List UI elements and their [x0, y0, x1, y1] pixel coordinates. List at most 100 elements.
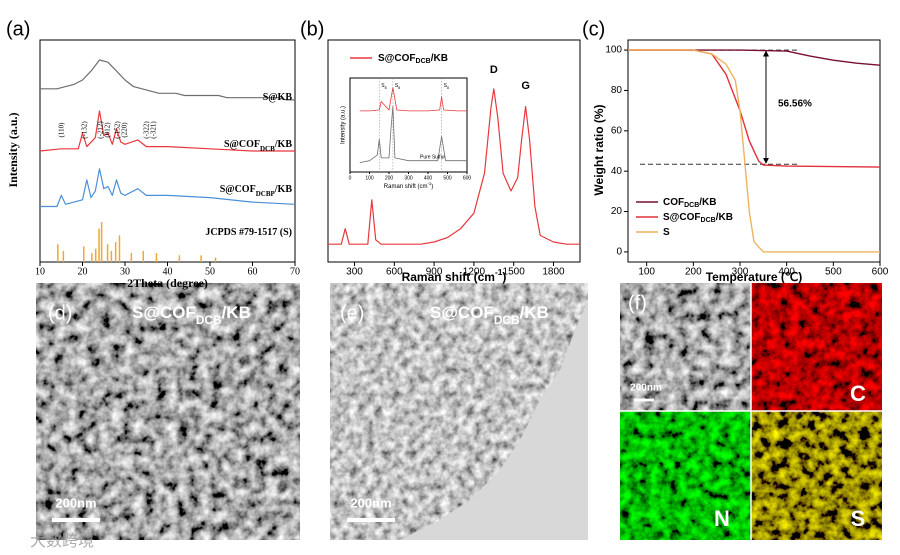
peak-annotation: (-322)	[143, 121, 151, 139]
data-line	[40, 168, 296, 208]
watermark: 大数跨境	[30, 531, 94, 550]
legend-label: S	[663, 227, 670, 238]
data-line	[328, 88, 580, 245]
series-label: S@KB	[263, 92, 293, 103]
panel-label: (d)	[48, 302, 72, 324]
x-tick-label: 200	[685, 267, 702, 278]
data-line	[628, 49, 881, 66]
x-tick-label: 300	[404, 175, 413, 181]
data-line	[628, 49, 880, 253]
marker-label-part: S	[444, 83, 448, 89]
inset-x-title-part: )	[431, 184, 433, 190]
panel-label: (b)	[300, 18, 324, 40]
annotation: 56.56%	[778, 99, 812, 110]
image-title-part: S@COF	[132, 303, 196, 322]
y-axis-title: Weight ratio (%)	[592, 104, 606, 195]
inset-y-title: Intensity (a.u.)	[341, 106, 347, 144]
image-title: S@COFDCB/KB	[430, 303, 549, 327]
map-label: C	[850, 381, 866, 406]
marker-label-part: S	[395, 83, 399, 89]
x-tick-label: 300	[732, 267, 749, 278]
series-label-part: /KB	[274, 184, 293, 195]
x-axis-title-part: )	[502, 270, 506, 284]
data-line	[359, 87, 467, 112]
marker-label-part: 8	[398, 86, 400, 90]
sem-image	[36, 283, 300, 540]
x-tick-label: 600	[872, 267, 889, 278]
data-line	[39, 110, 295, 152]
x-tick-label: 1500	[503, 267, 526, 278]
x-tick-label: 1800	[542, 267, 565, 278]
x-tick-label: 40	[163, 266, 173, 277]
plot-frame	[627, 39, 881, 263]
inset-x-title-part: -1	[427, 181, 431, 186]
legend-label-part: COF	[663, 197, 684, 208]
peak-annotation: (-212)	[97, 121, 105, 139]
y-tick-label: 40	[611, 166, 623, 177]
scale-label: 200nm	[350, 495, 391, 510]
series-label: S@COFDCB/KB	[224, 139, 292, 152]
map-image	[620, 411, 751, 540]
series-label: JCPDS #79-1517 (S)	[205, 227, 292, 238]
legend-label: S@COFDCB/KB	[378, 53, 448, 66]
peak-annotation: (-152)	[114, 121, 122, 139]
map-image	[751, 283, 882, 411]
panel-label: (e)	[340, 302, 364, 324]
x-axis-title: Temperature (℃)	[706, 270, 803, 284]
x-tick-label: 400	[778, 267, 795, 278]
data-line	[359, 105, 467, 163]
legend-label: S@COFDCB/KB	[663, 212, 733, 225]
x-tick-label: 300	[346, 267, 363, 278]
peak-annotation: (-132)	[81, 121, 89, 139]
x-tick-label: 30	[120, 266, 130, 277]
chart: (a) 10 20 30 40 50 60 70 2Theta (degree) Intensit…	[6, 18, 300, 289]
marker-label: S8	[381, 83, 386, 90]
y-axis-title: Intensity (a.u.)	[6, 112, 20, 187]
image-title-part: /KB	[520, 303, 549, 322]
series-label-part: /KB	[274, 139, 293, 150]
chart: (c)100 200 300 400 500 600020406080100Tempera…	[582, 18, 889, 284]
scale-label: 200nm	[55, 495, 96, 510]
marker-label-part: 8	[385, 86, 387, 90]
legend-label: COFDCB/KB	[663, 197, 717, 210]
x-tick-label: 200	[385, 175, 394, 181]
x-tick-label: 70	[290, 266, 300, 277]
x-tick-label: 500	[825, 267, 842, 278]
series-label: S@COFDCBP/KB	[220, 184, 293, 197]
series-label-part: S@KB	[263, 92, 293, 103]
x-tick-label: 500	[443, 175, 452, 181]
marker-label-part: S	[381, 83, 385, 89]
x-axis-title: Raman shift (cm-1)	[402, 267, 507, 284]
x-tick-label: 60	[248, 266, 258, 277]
y-tick-label: 0	[616, 247, 622, 258]
x-tick-label: 50	[205, 266, 215, 277]
x-tick-label: 10	[35, 266, 45, 277]
scale-label: 200nm	[630, 383, 662, 394]
plot-frame	[349, 77, 468, 173]
y-tick-label: 80	[611, 85, 623, 96]
marker-label: S8	[395, 83, 400, 90]
y-tick-label: 20	[611, 206, 623, 217]
legend-label-part: S@COF	[378, 53, 416, 64]
x-tick-label: 900	[426, 267, 443, 278]
map-label: S	[851, 506, 866, 531]
map-image	[751, 411, 882, 540]
x-tick-label: 1200	[463, 267, 486, 278]
map-image	[620, 283, 751, 411]
peak-label: D	[490, 64, 498, 76]
series-label-part: DCB	[260, 145, 275, 153]
inset-x-title: Raman shift (cm-1)	[384, 181, 433, 190]
x-tick-label: 20	[78, 266, 88, 277]
image-title: S@COFDCB/KB	[132, 303, 251, 327]
x-axis-title-part: -1	[495, 267, 503, 277]
panel-label: (a)	[6, 18, 30, 40]
plot-frame	[327, 39, 581, 263]
image-title-part: DCB	[494, 313, 520, 327]
legend-label-part: DCB	[701, 217, 716, 224]
x-tick-label: 0	[349, 175, 352, 181]
legend-label-part: /KB	[431, 53, 448, 64]
x-tick-label: 400	[424, 175, 433, 181]
x-tick-label: 600	[463, 175, 472, 181]
